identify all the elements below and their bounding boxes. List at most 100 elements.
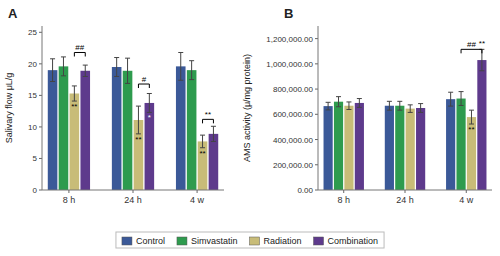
y-tick-label: 10 xyxy=(28,123,37,132)
panel: B 0.00 200,000.00 400,000.00 600,000.00 800,0… xyxy=(242,6,492,205)
annotation: ## xyxy=(75,43,84,52)
bar xyxy=(355,103,364,190)
x-tick xyxy=(343,190,344,193)
bar xyxy=(123,71,133,190)
bar xyxy=(70,93,80,190)
error-bar xyxy=(61,57,66,76)
legend-label: Radiation xyxy=(263,236,301,246)
error-bar xyxy=(357,99,362,108)
error-bar xyxy=(326,102,331,110)
legend-swatch xyxy=(122,237,132,245)
y-tick-label: 15 xyxy=(28,91,37,100)
annotation: * xyxy=(148,113,151,122)
x-tick-label: 4 w xyxy=(190,195,205,205)
bar xyxy=(48,70,58,190)
legend: ControlSimvastatinRadiationCombination xyxy=(116,232,384,248)
annotation: ** xyxy=(71,102,77,111)
bracket xyxy=(138,84,149,88)
error-bar xyxy=(125,58,130,83)
error-bar xyxy=(459,92,464,106)
error-bar xyxy=(346,102,351,110)
bar xyxy=(446,99,455,190)
y-axis xyxy=(42,26,43,190)
bar xyxy=(467,117,476,190)
legend-label: Control xyxy=(136,236,165,246)
bar xyxy=(344,106,353,190)
error-bar xyxy=(178,52,183,80)
bar xyxy=(477,60,486,190)
error-bar xyxy=(397,101,402,110)
error-bar xyxy=(136,106,141,134)
error-bar xyxy=(408,105,413,113)
bar xyxy=(406,109,415,190)
legend-label: Combination xyxy=(328,236,379,246)
y-tick-label: 0.00 xyxy=(297,186,313,195)
bar xyxy=(145,103,155,190)
bar xyxy=(80,71,90,190)
x-tick-label: 24 h xyxy=(124,195,142,205)
error-bar xyxy=(200,135,205,148)
y-tick-label: 20 xyxy=(28,60,37,69)
x-tick xyxy=(133,190,134,193)
x-tick xyxy=(197,190,198,193)
y-tick-label: 1,200,000.00 xyxy=(266,35,313,44)
y-tick-label: 5 xyxy=(33,154,38,163)
panel-title: B xyxy=(284,6,293,21)
annotation: ## xyxy=(467,40,476,49)
bracket xyxy=(74,52,85,56)
error-bar xyxy=(387,101,392,110)
x-tick-label: 8 h xyxy=(337,195,350,205)
x-tick-label: 8 h xyxy=(63,195,76,205)
error-bar xyxy=(72,86,77,101)
bars xyxy=(48,52,218,190)
error-bar xyxy=(418,104,423,113)
legend-frame xyxy=(116,232,384,248)
error-bar xyxy=(469,110,474,124)
x-tick-label: 4 w xyxy=(459,195,474,205)
y-tick-label: 1,000,000.00 xyxy=(266,60,313,69)
y-tick-label: 400,000.00 xyxy=(273,136,314,145)
bar xyxy=(198,141,208,190)
bar xyxy=(176,66,186,190)
chart: A0510152025Salivary flow μL/g8 h24 h4 w*… xyxy=(0,0,500,256)
bar xyxy=(456,99,465,190)
bar xyxy=(395,106,404,190)
x-tick xyxy=(466,190,467,193)
annotation: # xyxy=(142,75,147,84)
y-axis-label: Salivary flow μL/g xyxy=(4,73,14,144)
error-bar xyxy=(114,58,119,77)
panel: A0510152025Salivary flow μL/g8 h24 h4 w*… xyxy=(4,6,224,205)
bar xyxy=(385,106,394,190)
y-tick-label: 600,000.00 xyxy=(273,110,314,119)
error-bar xyxy=(50,59,55,82)
bar xyxy=(187,70,197,190)
x-tick-label: 24 h xyxy=(396,195,414,205)
y-tick-label: 200,000.00 xyxy=(273,161,314,170)
x-tick xyxy=(405,190,406,193)
annotation: ** xyxy=(468,125,474,134)
legend-swatch xyxy=(314,237,324,245)
error-bar xyxy=(147,93,152,112)
y-tick-label: 0 xyxy=(33,186,38,195)
y-tick-label: 800,000.00 xyxy=(273,85,314,94)
error-bar xyxy=(83,65,88,76)
bar xyxy=(112,67,122,190)
bar xyxy=(209,134,219,190)
annotation: ** xyxy=(479,39,485,48)
error-bar xyxy=(448,92,453,106)
annotation: ** xyxy=(205,110,211,119)
bracket xyxy=(461,49,482,53)
error-bar xyxy=(211,126,216,141)
legend-swatch xyxy=(249,237,259,245)
y-axis-label: AMS activity (μ/mg protein) xyxy=(242,54,252,162)
bracket xyxy=(203,119,214,123)
bar xyxy=(334,102,343,190)
bar xyxy=(59,66,69,190)
bars xyxy=(324,49,487,190)
error-bar xyxy=(336,97,341,107)
error-bar xyxy=(189,61,194,80)
annotation: ** xyxy=(135,135,141,144)
x-tick xyxy=(68,190,69,193)
annotation: ** xyxy=(199,149,205,158)
bar xyxy=(416,108,425,190)
